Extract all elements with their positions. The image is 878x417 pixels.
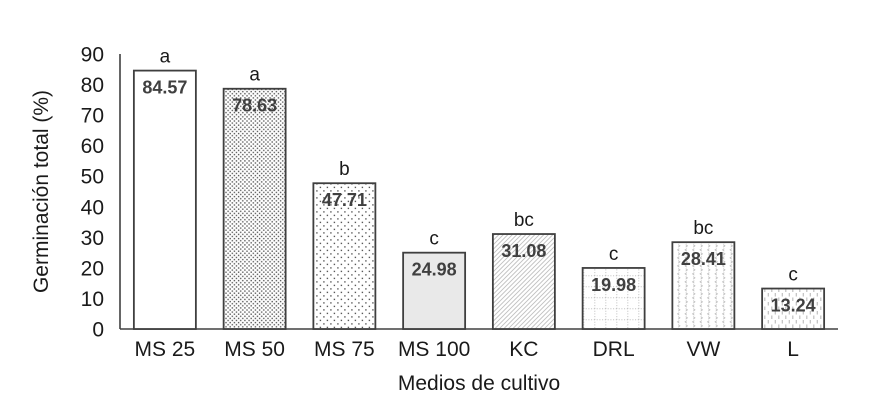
y-tick-label: 50 <box>81 166 104 189</box>
bar-ms-75 <box>312 182 377 330</box>
significance-letter: c <box>788 265 798 286</box>
bar-value-label: 78.63 <box>232 96 277 116</box>
category-label: L <box>787 338 799 361</box>
y-tick-label: 90 <box>81 44 104 67</box>
bar-vw <box>671 241 736 330</box>
y-tick-label: 70 <box>81 105 104 128</box>
bar-kc <box>491 233 556 330</box>
significance-letter: c <box>429 229 439 250</box>
bar-value-label: 28.41 <box>681 249 726 269</box>
bar-value-label: 84.57 <box>142 78 187 98</box>
bar-ms-100 <box>402 251 467 330</box>
category-label: MS 50 <box>224 338 285 361</box>
y-tick-label: 80 <box>81 74 104 97</box>
y-tick-label: 10 <box>81 288 104 311</box>
bar-value-label: 19.98 <box>591 275 636 295</box>
bar-ms-25 <box>132 69 197 330</box>
significance-letter: c <box>609 244 619 265</box>
category-label: MS 75 <box>314 338 375 361</box>
y-tick-label: 60 <box>81 135 104 158</box>
significance-letter: a <box>160 47 171 68</box>
bar-l <box>761 287 826 330</box>
y-tick-label: 40 <box>81 196 104 219</box>
category-label: KC <box>509 338 538 361</box>
bar-drl <box>581 267 646 330</box>
bar-value-label: 13.24 <box>771 296 816 316</box>
significance-letter: bc <box>514 210 534 231</box>
bar-value-label: 47.71 <box>322 190 367 210</box>
y-axis-title: Germinación total (%) <box>30 90 53 293</box>
bar-value-label: 31.08 <box>501 241 546 261</box>
y-tick-label: 30 <box>81 227 104 250</box>
y-tick-label: 20 <box>81 257 104 280</box>
x-axis-title: Medios de cultivo <box>398 372 560 395</box>
significance-letter: bc <box>693 218 713 239</box>
category-label: MS 100 <box>398 338 470 361</box>
category-label: MS 25 <box>135 338 196 361</box>
significance-letter: b <box>339 159 350 180</box>
y-tick-label: 0 <box>92 319 104 342</box>
significance-letter: a <box>249 65 260 86</box>
category-label: VW <box>686 338 720 361</box>
bar-value-label: 24.98 <box>412 260 457 280</box>
category-label: DRL <box>593 338 635 361</box>
bar-ms-50 <box>222 87 287 330</box>
